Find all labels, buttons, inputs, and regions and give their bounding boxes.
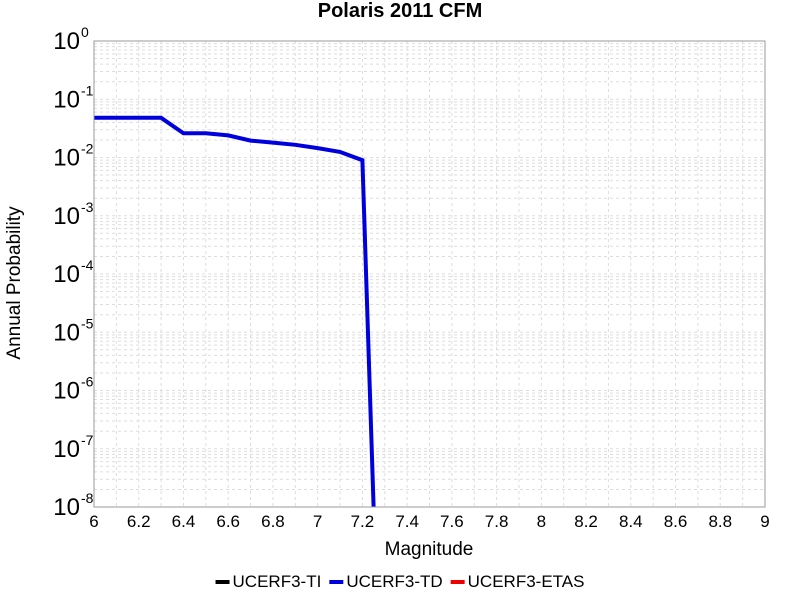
y-tick-base: 10: [53, 436, 80, 463]
x-tick-label: 6.6: [216, 512, 240, 531]
y-tick-exponent: -5: [81, 315, 94, 331]
x-tick-label: 7: [313, 512, 322, 531]
x-axis-label: Magnitude: [385, 539, 474, 560]
legend-label: UCERF3-TI: [233, 572, 322, 591]
y-tick-base: 10: [53, 261, 80, 288]
y-tick-exponent: 0: [81, 24, 89, 40]
legend: UCERF3-TI UCERF3-TD UCERF3-ETAS: [215, 572, 585, 591]
y-tick-exponent: -3: [81, 199, 94, 215]
x-tick-label: 6: [89, 512, 98, 531]
y-tick-base: 10: [53, 203, 80, 230]
y-tick-exponent: -1: [81, 82, 94, 98]
y-tick-base: 10: [53, 28, 80, 55]
x-tick-label: 7.6: [440, 512, 464, 531]
y-tick-base: 10: [53, 319, 80, 346]
series-layer: [94, 115, 376, 508]
chart-title: Polaris 2011 CFM: [318, 0, 483, 22]
x-tick-label: 8.2: [574, 512, 598, 531]
y-tick-base: 10: [53, 378, 80, 405]
y-axis-label: Annual Probability: [4, 206, 25, 360]
y-tick-exponent: -8: [81, 490, 94, 506]
y-tick-exponent: -2: [81, 141, 94, 157]
x-tick-label: 7.8: [485, 512, 509, 531]
legend-label: UCERF3-ETAS: [468, 572, 585, 591]
x-tick-label: 8.4: [619, 512, 643, 531]
x-tick-label: 6.2: [127, 512, 151, 531]
y-tick-base: 10: [53, 145, 80, 172]
y-tick-base: 10: [53, 86, 80, 113]
x-tick-label: 8: [537, 512, 546, 531]
y-tick-exponent: -4: [81, 257, 94, 273]
legend-label: UCERF3-TD: [346, 572, 442, 591]
x-tick-label: 7.4: [395, 512, 419, 531]
y-tick-exponent: -7: [81, 432, 94, 448]
y-tick-base: 10: [53, 494, 80, 521]
x-tick-label: 9: [760, 512, 769, 531]
plot-border: [93, 40, 766, 508]
x-tick-label: 8.8: [708, 512, 732, 531]
x-tick-label: 6.4: [172, 512, 196, 531]
grid: [93, 41, 766, 508]
x-axis-ticks: 6 6.2 6.4 6.6 6.8 7 7.2 7.4 7.6 7.8 8 8.2 8.4 8.6 8.8 9: [89, 512, 769, 531]
series-line: [94, 115, 376, 508]
x-tick-label: 6.8: [261, 512, 285, 531]
x-tick-label: 8.6: [664, 512, 688, 531]
y-tick-exponent: -6: [81, 374, 94, 390]
x-tick-label: 7.2: [351, 512, 375, 531]
